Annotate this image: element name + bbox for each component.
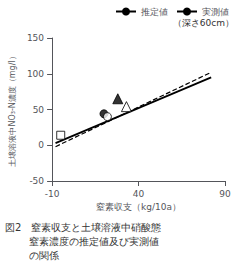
svg-text:90: 90 — [219, 189, 231, 199]
svg-text:の関係: の関係 — [29, 250, 59, 261]
svg-text:40: 40 — [133, 189, 145, 199]
svg-text:土壌溶液中NO₃-N濃度（mg/l）: 土壌溶液中NO₃-N濃度（mg/l） — [8, 52, 17, 166]
svg-text:窒素濃度の推定値及び実測値: 窒素濃度の推定値及び実測値 — [29, 236, 159, 247]
svg-text:（深さ60cm）: （深さ60cm） — [173, 18, 234, 28]
svg-text:-10: -10 — [45, 189, 60, 199]
svg-text:150: 150 — [27, 33, 44, 43]
svg-text:50: 50 — [33, 105, 45, 115]
svg-text:窒素収支（kg/10a）: 窒素収支（kg/10a） — [96, 202, 181, 212]
svg-text:図2 窒素収支と土壌溶液中硝酸態: 図2 窒素収支と土壌溶液中硝酸態 — [5, 222, 161, 233]
svg-text:-50: -50 — [29, 176, 44, 186]
svg-text:実測値: 実測値 — [202, 7, 229, 17]
svg-text:推定値: 推定値 — [141, 7, 168, 17]
svg-text:100: 100 — [27, 69, 44, 79]
svg-text:0: 0 — [38, 140, 44, 150]
